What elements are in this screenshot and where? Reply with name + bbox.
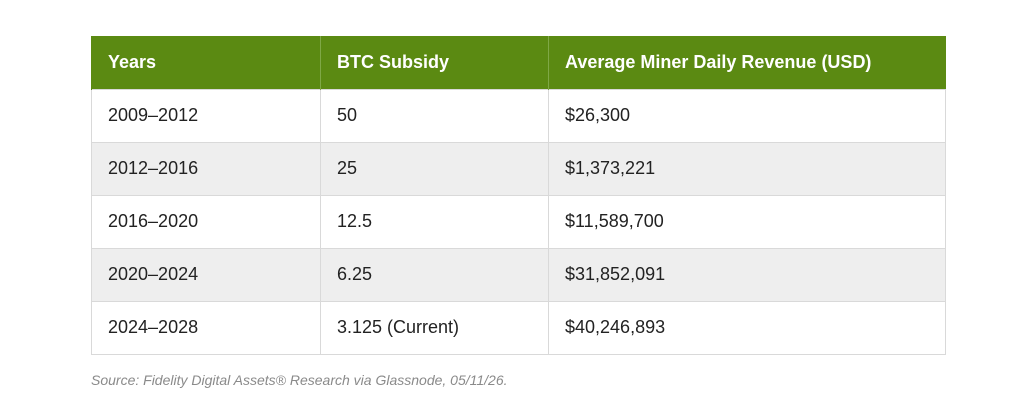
header-btc-subsidy: BTC Subsidy <box>320 36 549 89</box>
cell-revenue: $11,589,700 <box>548 194 946 249</box>
cell-years: 2020–2024 <box>91 247 321 302</box>
header-years: Years <box>91 36 321 89</box>
cell-years: 2009–2012 <box>91 88 321 143</box>
cell-years: 2024–2028 <box>91 300 321 355</box>
cell-btc-subsidy: 3.125 (Current) <box>320 300 549 355</box>
table-header: Years BTC Subsidy Average Miner Daily Re… <box>91 36 946 89</box>
cell-btc-subsidy: 12.5 <box>320 194 549 249</box>
cell-revenue: $26,300 <box>548 88 946 143</box>
header-average-miner-daily-revenue: Average Miner Daily Revenue (USD) <box>548 36 946 89</box>
table-row: 2012–2016 25 $1,373,221 <box>91 141 946 196</box>
subsidy-revenue-table: Years BTC Subsidy Average Miner Daily Re… <box>91 36 946 355</box>
cell-revenue: $40,246,893 <box>548 300 946 355</box>
table-row: 2016–2020 12.5 $11,589,700 <box>91 194 946 249</box>
header-row: Years BTC Subsidy Average Miner Daily Re… <box>91 36 946 89</box>
table-row: 2009–2012 50 $26,300 <box>91 88 946 143</box>
table-container: Years BTC Subsidy Average Miner Daily Re… <box>91 36 946 355</box>
cell-revenue: $31,852,091 <box>548 247 946 302</box>
cell-btc-subsidy: 50 <box>320 88 549 143</box>
cell-years: 2012–2016 <box>91 141 321 196</box>
table-row: 2024–2028 3.125 (Current) $40,246,893 <box>91 300 946 355</box>
cell-btc-subsidy: 25 <box>320 141 549 196</box>
cell-years: 2016–2020 <box>91 194 321 249</box>
source-note: Source: Fidelity Digital Assets® Researc… <box>91 372 508 388</box>
cell-btc-subsidy: 6.25 <box>320 247 549 302</box>
table-row: 2020–2024 6.25 $31,852,091 <box>91 247 946 302</box>
cell-revenue: $1,373,221 <box>548 141 946 196</box>
table-body: 2009–2012 50 $26,300 2012–2016 25 $1,373… <box>91 88 946 355</box>
